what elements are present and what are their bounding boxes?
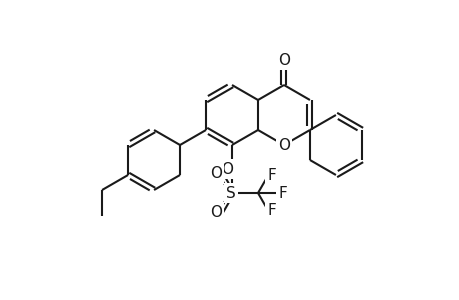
- Text: O: O: [277, 52, 289, 68]
- Text: O: O: [210, 205, 222, 220]
- Text: F: F: [267, 168, 276, 183]
- Text: F: F: [267, 203, 276, 218]
- Text: O: O: [210, 167, 222, 182]
- Text: O: O: [220, 161, 233, 176]
- Text: O: O: [277, 137, 289, 152]
- Text: F: F: [278, 185, 287, 200]
- Text: S: S: [226, 185, 235, 200]
